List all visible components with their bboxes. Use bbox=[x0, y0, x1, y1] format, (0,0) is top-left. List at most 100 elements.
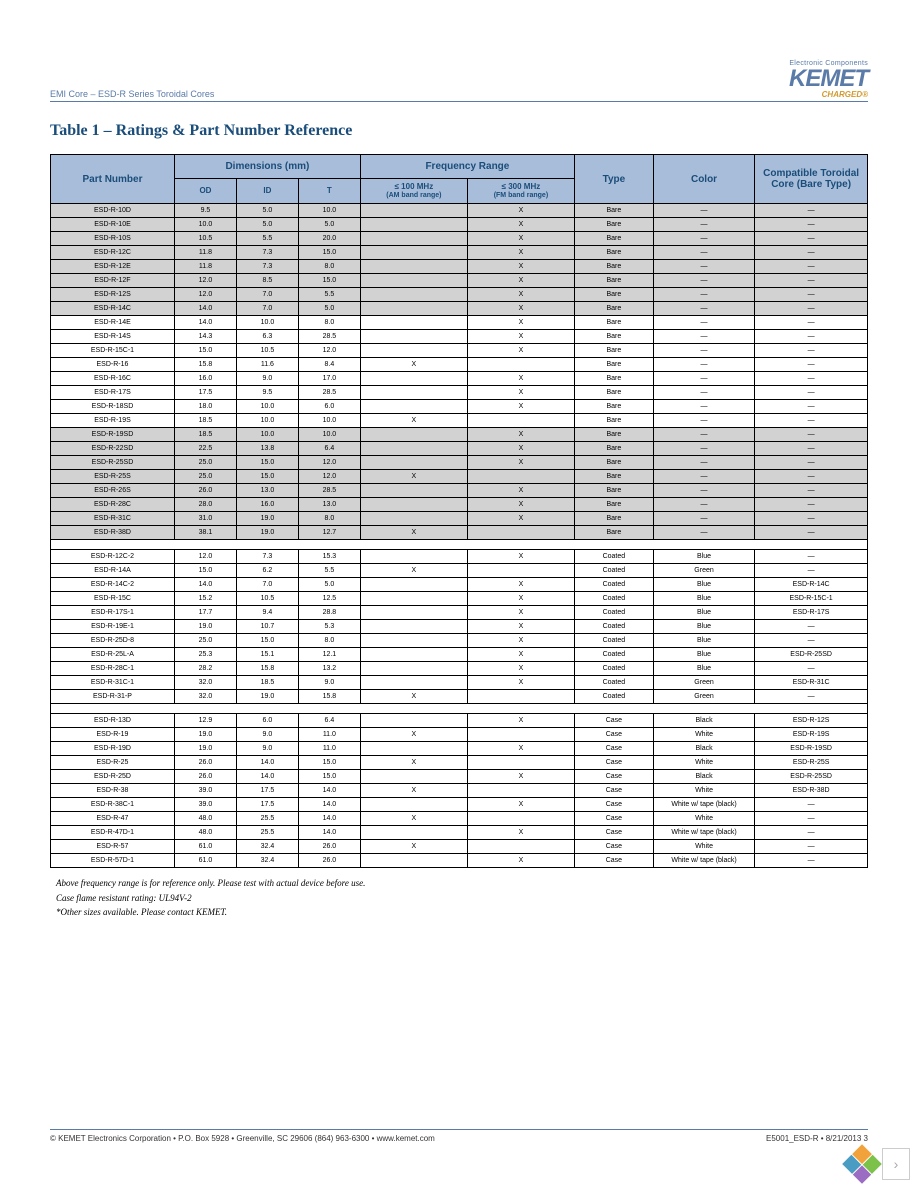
cell-t: 26.0 bbox=[298, 840, 360, 854]
cell-type: Bare bbox=[574, 302, 653, 316]
cell-compat: — bbox=[755, 854, 868, 868]
cell-od: 25.3 bbox=[174, 648, 236, 662]
cell-od: 39.0 bbox=[174, 798, 236, 812]
cell-type: Case bbox=[574, 854, 653, 868]
cell-compat: — bbox=[755, 550, 868, 564]
cell-t: 15.0 bbox=[298, 246, 360, 260]
cell-pn: ESD-R-38D bbox=[51, 526, 175, 540]
table-row: ESD-R-14A15.06.25.5XCoatedGreen— bbox=[51, 564, 868, 578]
cell-od: 11.8 bbox=[174, 260, 236, 274]
cell-type: Bare bbox=[574, 414, 653, 428]
col-freq-100: ≤ 100 MHz (AM band range) bbox=[360, 179, 467, 204]
cell-id: 15.8 bbox=[236, 662, 298, 676]
cell-pn: ESD-R-14A bbox=[51, 564, 175, 578]
cell-od: 19.0 bbox=[174, 728, 236, 742]
cell-compat: — bbox=[755, 484, 868, 498]
table-row: ESD-R-18SD18.010.06.0XBare—— bbox=[51, 400, 868, 414]
cell-pn: ESD-R-25D-8 bbox=[51, 634, 175, 648]
next-page-button[interactable]: › bbox=[882, 1148, 910, 1180]
cell-od: 14.0 bbox=[174, 302, 236, 316]
cell-color: — bbox=[653, 526, 754, 540]
cell-f300 bbox=[467, 690, 574, 704]
cell-id: 7.3 bbox=[236, 550, 298, 564]
footnote-1: Above frequency range is for reference o… bbox=[56, 876, 868, 890]
cell-f300: X bbox=[467, 204, 574, 218]
cell-compat: — bbox=[755, 512, 868, 526]
ratings-table: Part Number Dimensions (mm) Frequency Ra… bbox=[50, 154, 868, 868]
cell-f100 bbox=[360, 662, 467, 676]
cell-f100 bbox=[360, 592, 467, 606]
cell-t: 15.8 bbox=[298, 690, 360, 704]
cell-t: 12.0 bbox=[298, 344, 360, 358]
cell-id: 18.5 bbox=[236, 676, 298, 690]
col-color: Color bbox=[653, 155, 754, 204]
cell-f300: X bbox=[467, 274, 574, 288]
cell-t: 14.0 bbox=[298, 826, 360, 840]
col-od: OD bbox=[174, 179, 236, 204]
cell-pn: ESD-R-28C-1 bbox=[51, 662, 175, 676]
cell-type: Bare bbox=[574, 498, 653, 512]
cell-color: — bbox=[653, 330, 754, 344]
cell-type: Bare bbox=[574, 330, 653, 344]
cell-t: 11.0 bbox=[298, 742, 360, 756]
cell-id: 7.3 bbox=[236, 246, 298, 260]
cell-type: Bare bbox=[574, 442, 653, 456]
cell-od: 11.8 bbox=[174, 246, 236, 260]
cell-t: 9.0 bbox=[298, 676, 360, 690]
cell-od: 14.0 bbox=[174, 578, 236, 592]
cell-t: 8.0 bbox=[298, 260, 360, 274]
cell-f100 bbox=[360, 498, 467, 512]
cell-f300: X bbox=[467, 620, 574, 634]
cell-compat: — bbox=[755, 344, 868, 358]
cell-pn: ESD-R-31C bbox=[51, 512, 175, 526]
cell-color: — bbox=[653, 498, 754, 512]
cell-color: Green bbox=[653, 676, 754, 690]
cell-compat: — bbox=[755, 690, 868, 704]
cell-pn: ESD-R-10S bbox=[51, 232, 175, 246]
cell-t: 13.2 bbox=[298, 662, 360, 676]
cell-id: 10.0 bbox=[236, 414, 298, 428]
cell-f300: X bbox=[467, 648, 574, 662]
app-icon[interactable] bbox=[842, 1144, 882, 1184]
cell-id: 16.0 bbox=[236, 498, 298, 512]
cell-pn: ESD-R-14S bbox=[51, 330, 175, 344]
table-row: ESD-R-14C14.07.05.0XBare—— bbox=[51, 302, 868, 316]
cell-t: 12.1 bbox=[298, 648, 360, 662]
cell-f300: X bbox=[467, 798, 574, 812]
cell-f100 bbox=[360, 620, 467, 634]
cell-compat: — bbox=[755, 400, 868, 414]
cell-id: 10.0 bbox=[236, 400, 298, 414]
logo-subtext: CHARGED® bbox=[789, 91, 868, 99]
section-spacer bbox=[51, 704, 868, 714]
cell-f100 bbox=[360, 442, 467, 456]
cell-pn: ESD-R-18SD bbox=[51, 400, 175, 414]
cell-t: 15.0 bbox=[298, 770, 360, 784]
table-row: ESD-R-16C16.09.017.0XBare—— bbox=[51, 372, 868, 386]
table-row: ESD-R-10E10.05.05.0XBare—— bbox=[51, 218, 868, 232]
cell-od: 28.2 bbox=[174, 662, 236, 676]
cell-color: White bbox=[653, 812, 754, 826]
cell-type: Bare bbox=[574, 484, 653, 498]
cell-type: Case bbox=[574, 756, 653, 770]
cell-od: 12.0 bbox=[174, 550, 236, 564]
cell-pn: ESD-R-19D bbox=[51, 742, 175, 756]
cell-f100 bbox=[360, 386, 467, 400]
cell-t: 20.0 bbox=[298, 232, 360, 246]
cell-od: 16.0 bbox=[174, 372, 236, 386]
logo-main: KEMET bbox=[789, 67, 868, 91]
cell-pn: ESD-R-14C bbox=[51, 302, 175, 316]
cell-color: — bbox=[653, 246, 754, 260]
table-row: ESD-R-25L-A25.315.112.1XCoatedBlueESD-R-… bbox=[51, 648, 868, 662]
cell-color: — bbox=[653, 428, 754, 442]
cell-id: 9.0 bbox=[236, 728, 298, 742]
cell-pn: ESD-R-13D bbox=[51, 714, 175, 728]
cell-id: 17.5 bbox=[236, 798, 298, 812]
cell-f100 bbox=[360, 260, 467, 274]
cell-pn: ESD-R-47D-1 bbox=[51, 826, 175, 840]
cell-t: 8.0 bbox=[298, 316, 360, 330]
cell-color: — bbox=[653, 400, 754, 414]
cell-od: 18.5 bbox=[174, 428, 236, 442]
section-spacer bbox=[51, 540, 868, 550]
table-row: ESD-R-31-P32.019.015.8XCoatedGreen— bbox=[51, 690, 868, 704]
cell-f100: X bbox=[360, 784, 467, 798]
